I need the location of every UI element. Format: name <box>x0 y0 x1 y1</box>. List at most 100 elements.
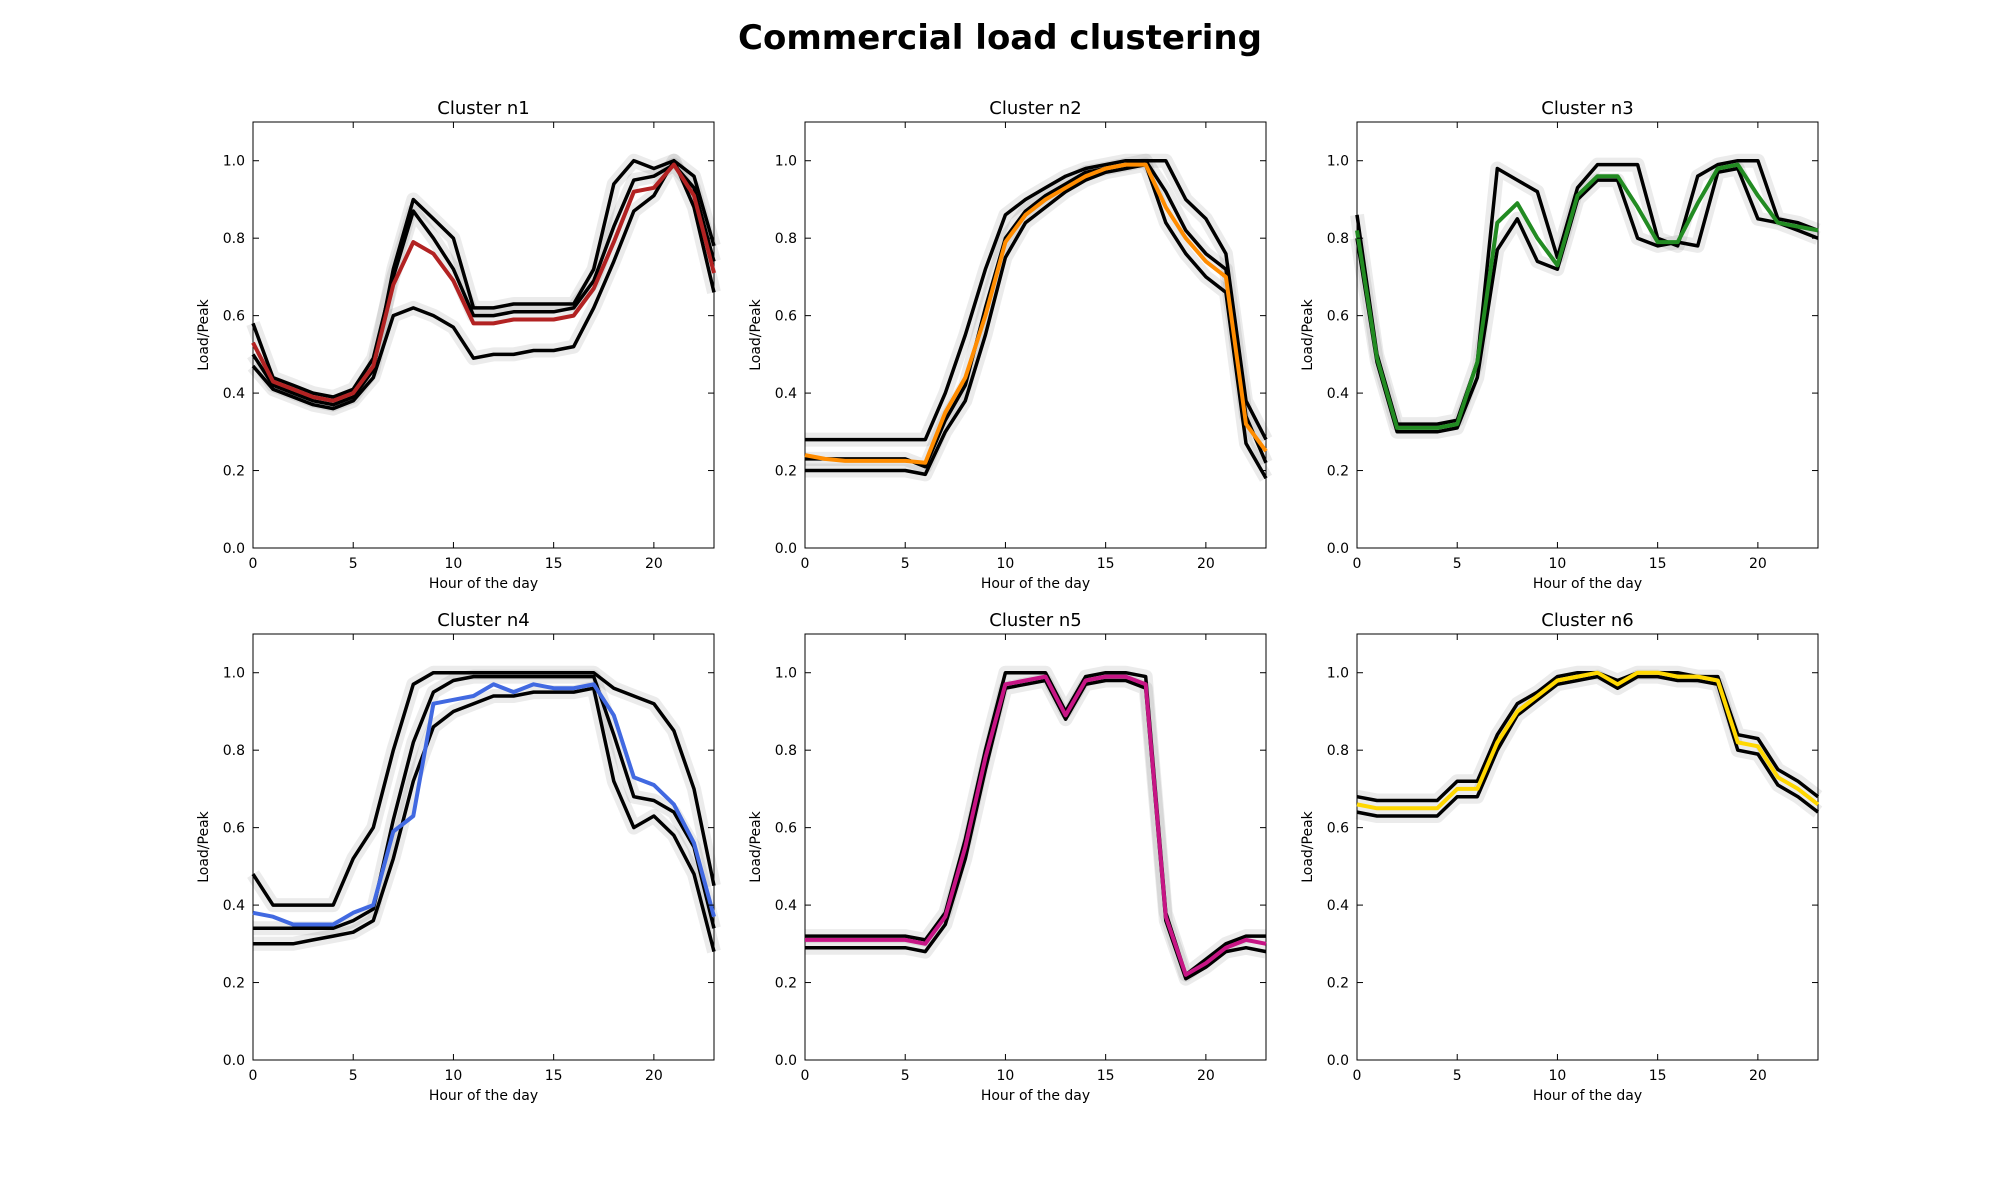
x-tick-label: 20 <box>1197 1068 1215 1084</box>
y-axis-label: Load/Peak <box>1300 298 1316 370</box>
y-tick-label: 0.2 <box>1327 976 1349 992</box>
centroid-line <box>1356 670 1820 811</box>
y-tick-label: 0.6 <box>1327 821 1349 837</box>
x-tick-label: 5 <box>1453 1068 1462 1084</box>
y-tick-label: 0.8 <box>1327 743 1349 759</box>
x-axis-label: Hour of the day <box>429 576 538 592</box>
x-tick-label: 10 <box>1549 1068 1567 1084</box>
x-tick-label: 15 <box>1097 1068 1115 1084</box>
plot-frame <box>804 633 1267 1061</box>
member-line <box>1355 166 1819 434</box>
plot-frame <box>252 633 715 1061</box>
y-tick-label: 0.4 <box>223 898 245 914</box>
chart-title: Cluster n4 <box>437 610 529 631</box>
y-tick-label: 0.0 <box>1327 541 1349 557</box>
y-tick-label: 0.2 <box>775 976 797 992</box>
y-tick-label: 1.0 <box>223 666 245 682</box>
y-tick-label: 0.4 <box>775 386 797 402</box>
x-tick-label: 15 <box>1649 556 1667 572</box>
x-tick-label: 10 <box>1549 556 1567 572</box>
member-line <box>251 158 716 411</box>
y-tick-label: 0.2 <box>223 464 245 480</box>
x-tick-label: 0 <box>801 556 810 572</box>
y-tick-label: 0.2 <box>775 464 797 480</box>
y-tick-label: 0.8 <box>775 231 797 247</box>
chart-panel-6: 0.0 0.2 0.4 0.6 0.8 1.0 0 5 10 15 20 Cluster n6 Hour… <box>1300 610 1823 1104</box>
chart-panel-5: 0.0 0.2 0.4 0.6 0.8 1.0 0 5 10 15 20 Cluster n5 Hour… <box>748 610 1268 1104</box>
chart-panel-2: 0.0 0.2 0.4 0.6 0.8 1.0 0 5 10 15 20 Cluster n2 Hour… <box>748 98 1273 592</box>
y-axis-label: Load/Peak <box>196 298 212 370</box>
x-tick-label: 0 <box>801 1068 810 1084</box>
x-axis-label: Hour of the day <box>1533 1088 1642 1104</box>
x-axis-label: Hour of the day <box>981 576 1090 592</box>
y-axis-label: Load/Peak <box>196 810 212 882</box>
chart-panel-1: 0.0 0.2 0.4 0.6 0.8 1.0 0 5 10 15 20 Cluster n1 Hour… <box>196 98 721 592</box>
y-tick-label: 0.0 <box>1327 1053 1349 1069</box>
y-tick-label: 1.0 <box>775 154 797 170</box>
x-tick-label: 5 <box>901 556 910 572</box>
member-line <box>253 686 716 953</box>
x-axis-label: Hour of the day <box>1533 576 1642 592</box>
x-tick-label: 10 <box>997 556 1015 572</box>
x-tick-label: 15 <box>1097 556 1115 572</box>
x-axis-label: Hour of the day <box>981 1088 1090 1104</box>
member-line <box>805 162 1268 480</box>
y-tick-label: 0.0 <box>223 541 245 557</box>
y-tick-label: 1.0 <box>775 666 797 682</box>
y-tick-label: 0.4 <box>775 898 797 914</box>
member-line <box>805 678 1267 981</box>
x-tick-label: 5 <box>349 1068 358 1084</box>
x-tick-label: 10 <box>445 556 463 572</box>
y-tick-label: 0.0 <box>775 541 797 557</box>
y-axis-label: Load/Peak <box>748 298 764 370</box>
x-tick-label: 5 <box>349 556 358 572</box>
x-tick-label: 20 <box>1749 556 1767 572</box>
y-tick-label: 0.2 <box>1327 464 1349 480</box>
x-tick-label: 5 <box>901 1068 910 1084</box>
plot-frame <box>1356 633 1819 1061</box>
x-tick-label: 15 <box>545 1068 563 1084</box>
y-tick-label: 0.2 <box>223 976 245 992</box>
member-line <box>1356 674 1820 818</box>
chart-panel-3: 0.0 0.2 0.4 0.6 0.8 1.0 0 5 10 15 20 Cluster n3 Hour… <box>1300 98 1821 592</box>
x-tick-label: 0 <box>1353 1068 1362 1084</box>
centroid-line <box>251 162 716 403</box>
x-tick-label: 15 <box>1649 1068 1667 1084</box>
y-tick-label: 0.8 <box>775 743 797 759</box>
y-tick-label: 0.0 <box>223 1053 245 1069</box>
centroid-line <box>1355 162 1819 430</box>
y-tick-label: 0.6 <box>223 821 245 837</box>
y-tick-label: 0.8 <box>1327 231 1349 247</box>
figure-title: Commercial load clustering <box>738 18 1262 58</box>
chart-title: Cluster n2 <box>989 98 1081 119</box>
chart-title: Cluster n5 <box>989 610 1081 631</box>
y-tick-label: 0.4 <box>1327 386 1349 402</box>
x-tick-label: 0 <box>249 556 258 572</box>
centroid-line <box>804 162 1268 465</box>
x-tick-label: 20 <box>645 1068 663 1084</box>
chart-panel-4: 0.0 0.2 0.4 0.6 0.8 1.0 0 5 10 15 20 Cluster n4 Hour… <box>196 610 721 1104</box>
y-tick-label: 0.8 <box>223 743 245 759</box>
x-tick-label: 20 <box>645 556 663 572</box>
member-line <box>805 158 1268 442</box>
y-axis-label: Load/Peak <box>1300 810 1316 882</box>
chart-title: Cluster n6 <box>1541 610 1633 631</box>
member-line <box>251 162 716 399</box>
chart-title: Cluster n3 <box>1541 98 1633 119</box>
x-tick-label: 0 <box>1353 556 1362 572</box>
x-tick-label: 5 <box>1453 556 1462 572</box>
member-line <box>253 674 716 931</box>
y-tick-label: 1.0 <box>1327 666 1349 682</box>
y-tick-label: 0.6 <box>775 821 797 837</box>
y-tick-label: 1.0 <box>1327 154 1349 170</box>
chart-title: Cluster n1 <box>437 98 529 119</box>
member-line <box>1355 158 1819 426</box>
x-axis-label: Hour of the day <box>429 1088 538 1104</box>
y-tick-label: 0.4 <box>1327 898 1349 914</box>
x-tick-label: 20 <box>1197 556 1215 572</box>
member-line <box>251 670 716 907</box>
plot-frame <box>252 121 715 549</box>
plot-frame <box>1356 121 1819 549</box>
y-axis-label: Load/Peak <box>748 810 764 882</box>
